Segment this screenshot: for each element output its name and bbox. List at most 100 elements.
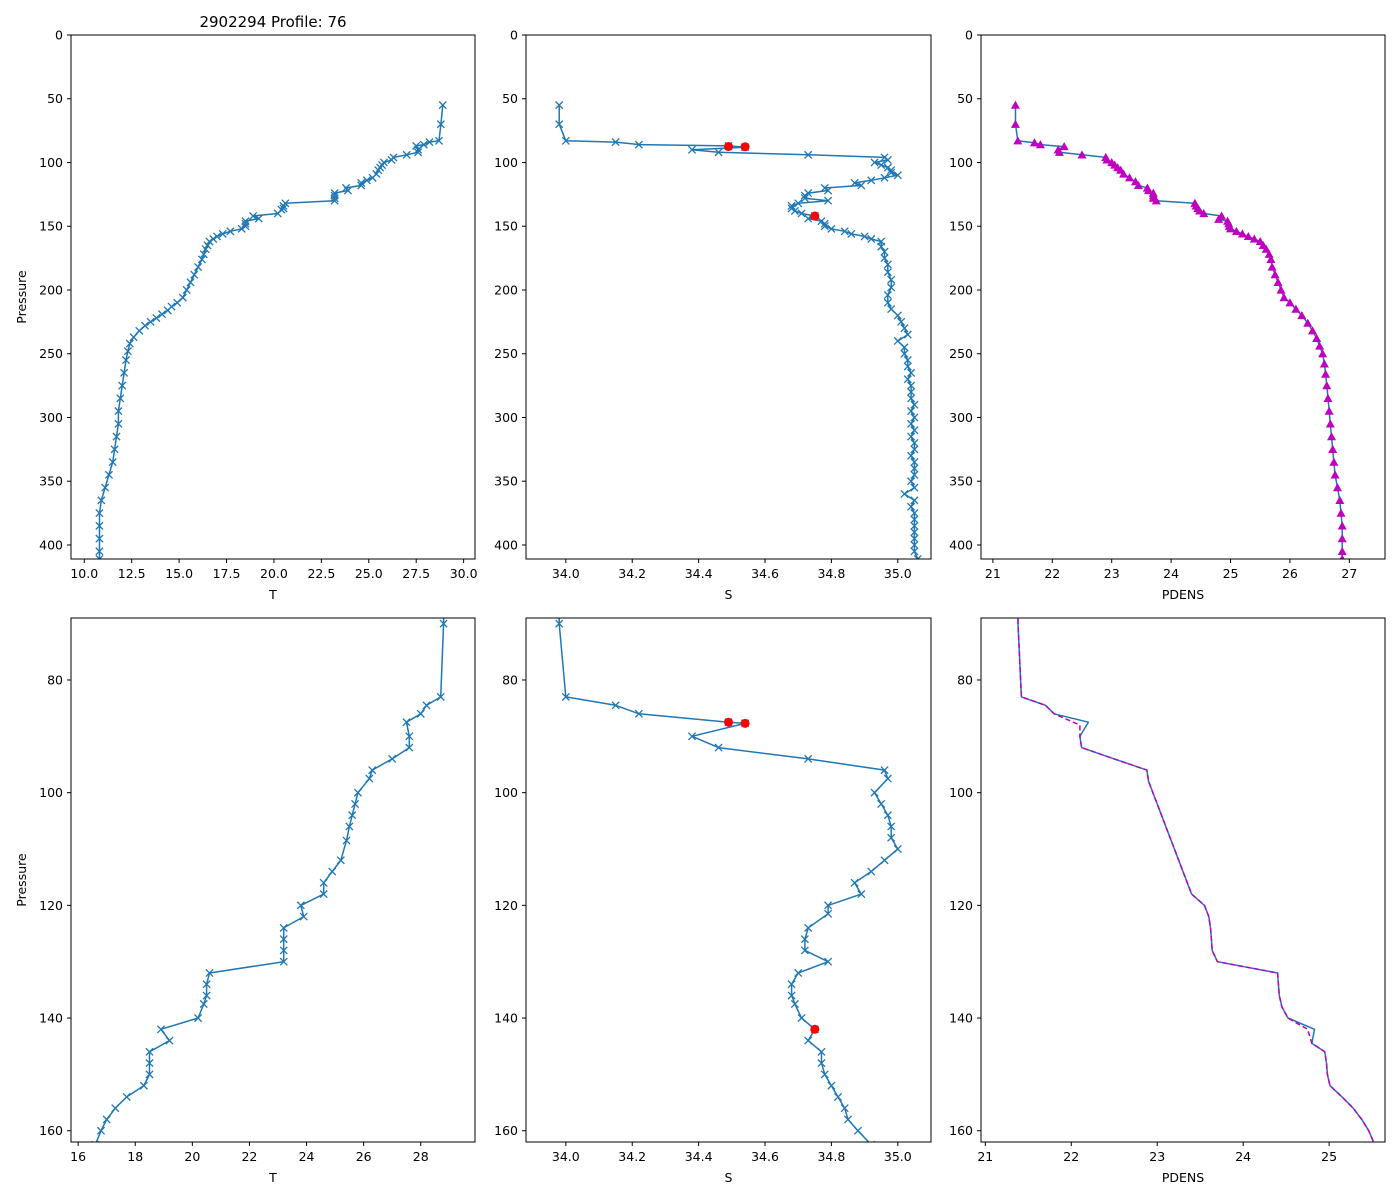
y-tick-label: 300	[39, 410, 63, 425]
y-tick-label: 250	[39, 346, 63, 361]
panel-bottom-S: 34.0 34.2 34.4 34.6 34.8 35.0 80 100 120 140 160 S	[494, 617, 932, 1185]
x-tick-label: 25.0	[355, 566, 383, 581]
data-marker-x	[850, 878, 859, 887]
data-marker-x	[880, 247, 889, 256]
x-axis-label: PDENS	[1162, 1170, 1204, 1185]
data-marker-triangle	[1270, 270, 1280, 279]
data-marker-triangle	[1261, 244, 1271, 253]
data-marker-x	[194, 262, 203, 272]
data-marker-x	[165, 1036, 174, 1045]
data-marker-x	[893, 311, 902, 320]
data-marker-x	[893, 844, 902, 854]
x-axis-label: T	[268, 587, 277, 602]
data-marker-triangle	[1297, 310, 1307, 320]
y-tick-label: 150	[949, 219, 973, 234]
data-marker-triangle	[1285, 298, 1295, 307]
y-tick-label: 350	[494, 474, 518, 489]
data-marker-triangle	[1276, 285, 1286, 294]
data-marker-x	[833, 1092, 843, 1101]
data-marker-x	[910, 540, 919, 550]
data-marker-x	[199, 250, 208, 259]
data-marker-x	[114, 419, 123, 428]
series-line	[1017, 618, 1375, 1142]
data-marker-x	[319, 890, 328, 899]
data-marker-triangle	[1328, 444, 1338, 453]
x-tick-label: 35.0	[884, 566, 912, 581]
data-marker-x	[182, 285, 191, 295]
figure-title: 2902294 Profile: 76	[199, 13, 346, 31]
data-marker-x	[218, 229, 227, 238]
data-marker-x	[824, 196, 833, 205]
data-marker-x	[330, 196, 339, 205]
y-tick-label: 200	[494, 282, 518, 297]
data-marker-triangle	[1337, 534, 1347, 543]
y-tick-label: 50	[502, 91, 518, 106]
x-tick-label: 34.2	[618, 1149, 646, 1164]
y-axis-label: Pressure	[14, 853, 29, 907]
data-marker-x	[910, 464, 919, 473]
data-marker-x	[827, 1081, 836, 1090]
panel-bottom-T: 16 18 20 22 24 26 28 80 100 120 140 160 T Pressure	[14, 617, 476, 1185]
data-marker-x	[197, 255, 206, 264]
y-tick-label: 300	[949, 410, 973, 425]
y-tick-label: 100	[39, 785, 63, 800]
y-tick-label: 350	[39, 474, 63, 489]
data-marker-x	[840, 1104, 849, 1113]
data-marker-x	[843, 1115, 853, 1124]
data-marker-x	[887, 275, 896, 284]
x-tick-label: 34.4	[685, 566, 713, 581]
flagged-point	[724, 717, 733, 727]
data-marker-x	[913, 554, 922, 559]
x-axis-label: PDENS	[1162, 587, 1204, 602]
series-line	[558, 105, 919, 559]
data-marker-x	[870, 788, 879, 797]
x-tick-label: 27.5	[402, 566, 430, 581]
data-marker-x	[907, 451, 916, 460]
y-tick-label: 150	[494, 219, 518, 234]
x-tick-label: 22	[1063, 1149, 1079, 1164]
data-marker-x	[883, 774, 892, 783]
data-marker-x	[110, 445, 119, 454]
y-tick-label: 100	[494, 785, 518, 800]
data-marker-x	[299, 912, 308, 921]
data-marker-x	[114, 407, 123, 416]
flagged-point	[724, 142, 733, 152]
data-marker-x	[847, 229, 856, 238]
data-marker-x	[907, 387, 916, 397]
data-marker-x	[405, 743, 414, 752]
x-tick-label: 34.4	[685, 1149, 713, 1164]
data-marker-triangle	[1243, 231, 1253, 241]
data-marker-x	[804, 1036, 813, 1045]
data-marker-x	[101, 483, 110, 492]
data-marker-triangle	[1029, 138, 1039, 147]
data-marker-x	[887, 305, 896, 314]
data-marker-x	[797, 1013, 806, 1023]
data-marker-x	[555, 120, 564, 129]
series-line	[1014, 105, 1343, 559]
data-marker-triangle	[1291, 304, 1301, 313]
axes-frame	[980, 617, 1386, 1143]
data-marker-x	[374, 166, 383, 175]
data-marker-x	[867, 176, 876, 185]
data-marker-x	[850, 178, 859, 187]
data-marker-x	[237, 224, 246, 233]
data-marker-triangle	[1324, 406, 1334, 415]
data-marker-x	[887, 833, 896, 842]
data-marker-triangle	[1013, 136, 1023, 145]
data-marker-x	[296, 901, 305, 910]
data-marker-x	[787, 980, 796, 989]
data-marker-x	[438, 101, 447, 110]
data-marker-x	[860, 232, 869, 241]
data-marker-triangle	[1315, 341, 1325, 350]
data-marker-x	[95, 509, 104, 518]
axes-frame	[70, 617, 476, 1143]
data-marker-x	[800, 935, 809, 944]
data-marker-x	[201, 245, 210, 254]
data-marker-x	[910, 515, 919, 524]
data-marker-x	[402, 150, 411, 159]
data-marker-x	[893, 336, 902, 346]
data-marker-x	[883, 291, 892, 300]
data-marker-x	[145, 1047, 154, 1056]
data-marker-x	[910, 528, 919, 537]
plot-area	[95, 101, 447, 559]
